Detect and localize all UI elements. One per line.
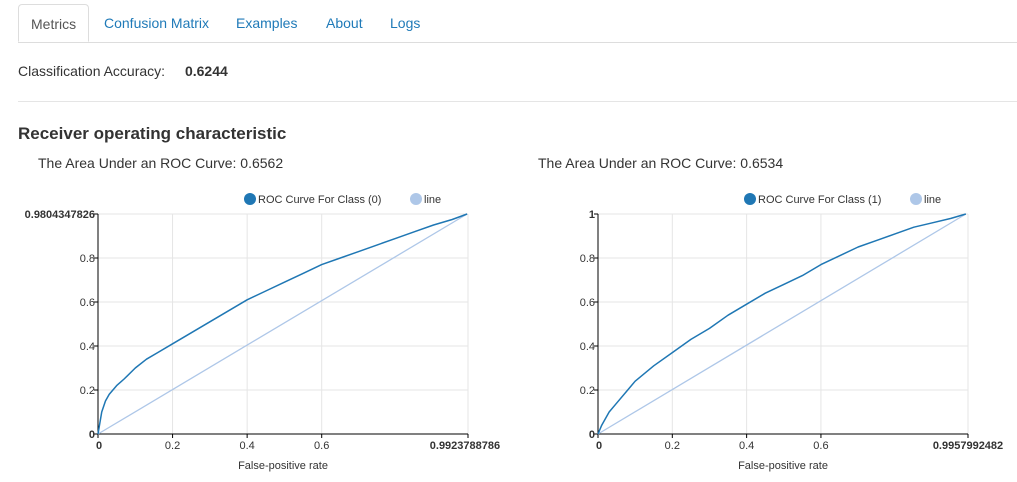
tab-confusion-matrix[interactable]: Confusion Matrix [104,15,210,31]
roc-chart-class-1: 0 0.2 0.4 0.6 0.8 1 0 0.2 0.4 0.6 0.9957992482 Fals… [580,193,1003,472]
y-tick-label: 0.8 [580,253,595,265]
y-tick-label: 0.2 [80,385,95,397]
x-tick-label: 0.2 [665,440,680,452]
x-tick-label: 0.4 [739,440,754,452]
y-tick-label: 1 [589,209,595,221]
legend-roc-label: ROC Curve For Class (0) [258,194,381,206]
x-axis-title: False-positive rate [238,460,328,472]
legend-line-label: line [424,194,441,206]
tab-metrics[interactable]: Metrics [18,4,89,42]
series-line [97,213,468,435]
series-roc-curve [597,213,967,435]
section-title: Receiver operating characteristic [18,124,287,143]
legend-roc-label: ROC Curve For Class (1) [758,194,881,206]
legend-roc-swatch[interactable] [744,193,756,205]
y-tick-label: 0.4 [580,341,595,353]
accuracy-value: 0.6244 [184,63,228,79]
legend: ROC Curve For Class (1) line [744,193,941,206]
auc-text-0: The Area Under an ROC Curve: 0.6562 [38,155,284,171]
y-tick-label: 0.6 [580,297,595,309]
series-line [597,213,967,435]
tab-about[interactable]: About [326,15,363,31]
y-tick-label: 0.8 [80,253,95,265]
y-tick-label: 0 [89,429,95,441]
accuracy-label: Classification Accuracy: [18,63,166,79]
y-tick-label: 0.4 [80,341,95,353]
x-tick-label: 0.2 [165,440,180,452]
x-tick-label: 0 [596,440,602,452]
series-roc-curve [97,213,468,435]
y-tick-label: 0 [589,429,595,441]
legend: ROC Curve For Class (0) line [244,193,441,206]
x-tick-label: 0.4 [239,440,254,452]
y-tick-label: 0.6 [80,297,95,309]
tab-bar: Metrics Confusion Matrix Examples About … [18,4,1017,43]
legend-line-swatch[interactable] [410,193,422,205]
roc-chart-class-0: 0 0.2 0.4 0.6 0.8 0.9804347826 0 0.2 0.4 0.6 0.992… [25,193,500,472]
tab-logs[interactable]: Logs [390,15,421,31]
accuracy-row: Classification Accuracy: 0.6244 [18,63,228,79]
tab-examples[interactable]: Examples [236,15,298,31]
legend-line-swatch[interactable] [910,193,922,205]
divider [18,101,1017,102]
x-tick-label: 0.6 [314,440,329,452]
legend-roc-swatch[interactable] [244,193,256,205]
y-tick-label: 0.2 [580,385,595,397]
x-tick-label: 0.6 [813,440,828,452]
grid [98,213,469,434]
legend-line-label: line [924,194,941,206]
x-tick-label: 0.99237887866 [430,440,500,452]
x-axis-title: False-positive rate [738,460,828,472]
grid [598,213,969,434]
x-tick-label: 0 [96,440,102,452]
y-tick-label: 0.9804347826 [25,209,95,221]
x-tick-label: 0.9957992482 [933,440,1003,452]
auc-text-1: The Area Under an ROC Curve: 0.6534 [538,155,784,171]
